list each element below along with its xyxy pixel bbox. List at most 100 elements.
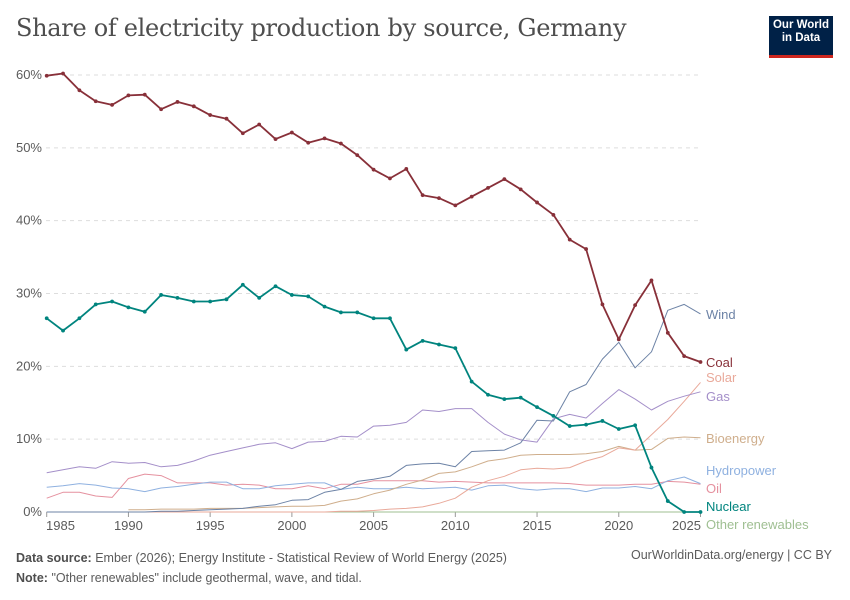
nuclear-point[interactable] — [600, 419, 605, 423]
coal-point[interactable] — [535, 200, 539, 205]
x-tick-label: 2025 — [672, 518, 701, 533]
nuclear-point[interactable] — [224, 297, 229, 302]
gas-line[interactable] — [46, 389, 701, 474]
coal-point[interactable] — [61, 71, 65, 76]
nuclear-point[interactable] — [453, 346, 458, 351]
nuclear-point[interactable] — [502, 397, 507, 402]
nuclear-point[interactable] — [93, 302, 98, 307]
coal-point[interactable] — [208, 113, 213, 117]
nuclear-point[interactable] — [159, 293, 164, 297]
coal-point[interactable] — [93, 99, 98, 104]
nuclear-point[interactable] — [649, 465, 654, 470]
coal-point[interactable] — [518, 187, 523, 192]
nuclear-point[interactable] — [371, 316, 376, 321]
coal-point[interactable] — [224, 116, 229, 121]
wind-line[interactable] — [46, 303, 701, 513]
coal-point[interactable] — [453, 203, 458, 208]
coal-point[interactable] — [126, 93, 131, 98]
coal-point[interactable] — [551, 212, 556, 217]
nuclear-point[interactable] — [257, 295, 262, 300]
coal-point[interactable] — [633, 303, 638, 308]
coal-point[interactable] — [502, 177, 507, 182]
nuclear-point[interactable] — [518, 395, 523, 400]
coal-point[interactable] — [567, 237, 572, 242]
nuclear-point[interactable] — [551, 413, 556, 418]
coal-point[interactable] — [469, 194, 474, 199]
coal-point[interactable] — [44, 73, 49, 78]
nuclear-point[interactable] — [322, 304, 327, 309]
bioenergy-line[interactable] — [128, 436, 701, 511]
coal-point[interactable] — [339, 141, 343, 146]
coal-point[interactable] — [355, 153, 360, 158]
nuclear-point[interactable] — [110, 299, 114, 304]
coal-point[interactable] — [257, 122, 262, 127]
nuclear-point[interactable] — [567, 424, 572, 428]
coal-point[interactable] — [420, 193, 425, 198]
coal-point[interactable] — [404, 167, 409, 171]
coal-point[interactable] — [682, 354, 687, 359]
nuclear-label[interactable]: Nuclear — [706, 499, 751, 514]
solar-label[interactable]: Solar — [706, 370, 737, 385]
coal-point[interactable] — [698, 360, 703, 364]
nuclear-point[interactable] — [142, 309, 147, 314]
hydropower-label[interactable]: Hydropower — [706, 463, 777, 478]
credit-link[interactable]: OurWorldinData.org/energy | CC BY — [630, 548, 832, 562]
coal-label[interactable]: Coal — [706, 355, 733, 370]
coal-point[interactable] — [437, 196, 441, 200]
hydropower-line[interactable] — [46, 476, 701, 493]
coal-point[interactable] — [371, 167, 376, 172]
oil-line[interactable] — [46, 473, 701, 499]
coal-point[interactable] — [142, 92, 147, 97]
nuclear-point[interactable] — [273, 284, 278, 289]
nuclear-point[interactable] — [437, 342, 441, 347]
nuclear-point[interactable] — [61, 328, 65, 333]
nuclear-point[interactable] — [486, 392, 490, 397]
nuclear-point[interactable] — [77, 316, 82, 321]
coal-point[interactable] — [486, 185, 490, 190]
nuclear-point[interactable] — [633, 423, 638, 428]
nuclear-point[interactable] — [616, 427, 621, 431]
nuclear-point[interactable] — [404, 347, 409, 352]
nuclear-point[interactable] — [208, 299, 213, 304]
coal-point[interactable] — [159, 107, 164, 112]
coal-point[interactable] — [240, 131, 245, 136]
coal-point[interactable] — [616, 337, 621, 342]
oil-label[interactable]: Oil — [706, 481, 722, 496]
owid-logo[interactable]: Our World in Data — [769, 16, 833, 58]
nuclear-point[interactable] — [191, 299, 196, 304]
nuclear-point[interactable] — [355, 310, 360, 315]
solar-line[interactable] — [46, 382, 701, 513]
coal-point[interactable] — [584, 247, 588, 251]
nuclear-point[interactable] — [306, 294, 311, 299]
bioenergy-label[interactable]: Bioenergy — [706, 431, 765, 446]
nuclear-point[interactable] — [665, 499, 670, 503]
nuclear-point[interactable] — [698, 510, 703, 514]
nuclear-point[interactable] — [388, 316, 392, 321]
coal-point[interactable] — [191, 104, 196, 109]
nuclear-point[interactable] — [175, 295, 180, 300]
coal-point[interactable] — [77, 88, 82, 93]
coal-point[interactable] — [110, 102, 114, 107]
coal-point[interactable] — [665, 330, 670, 335]
coal-point[interactable] — [600, 302, 605, 307]
nuclear-point[interactable] — [682, 510, 687, 514]
nuclear-point[interactable] — [469, 379, 474, 384]
gas-label[interactable]: Gas — [706, 389, 730, 404]
coal-point[interactable] — [649, 278, 654, 283]
nuclear-point[interactable] — [44, 316, 49, 321]
other-renewables-label[interactable]: Other renewables — [706, 517, 809, 532]
coal-point[interactable] — [322, 136, 327, 141]
nuclear-point[interactable] — [126, 305, 131, 310]
coal-point[interactable] — [273, 137, 278, 141]
coal-point[interactable] — [175, 100, 180, 104]
nuclear-point[interactable] — [339, 310, 343, 315]
nuclear-point[interactable] — [420, 338, 425, 343]
nuclear-point[interactable] — [584, 422, 588, 427]
nuclear-point[interactable] — [535, 405, 539, 410]
coal-point[interactable] — [289, 130, 294, 135]
coal-point[interactable] — [388, 176, 392, 181]
coal-point[interactable] — [306, 140, 311, 145]
wind-label[interactable]: Wind — [706, 307, 736, 322]
nuclear-point[interactable] — [289, 293, 294, 297]
nuclear-point[interactable] — [240, 282, 245, 287]
